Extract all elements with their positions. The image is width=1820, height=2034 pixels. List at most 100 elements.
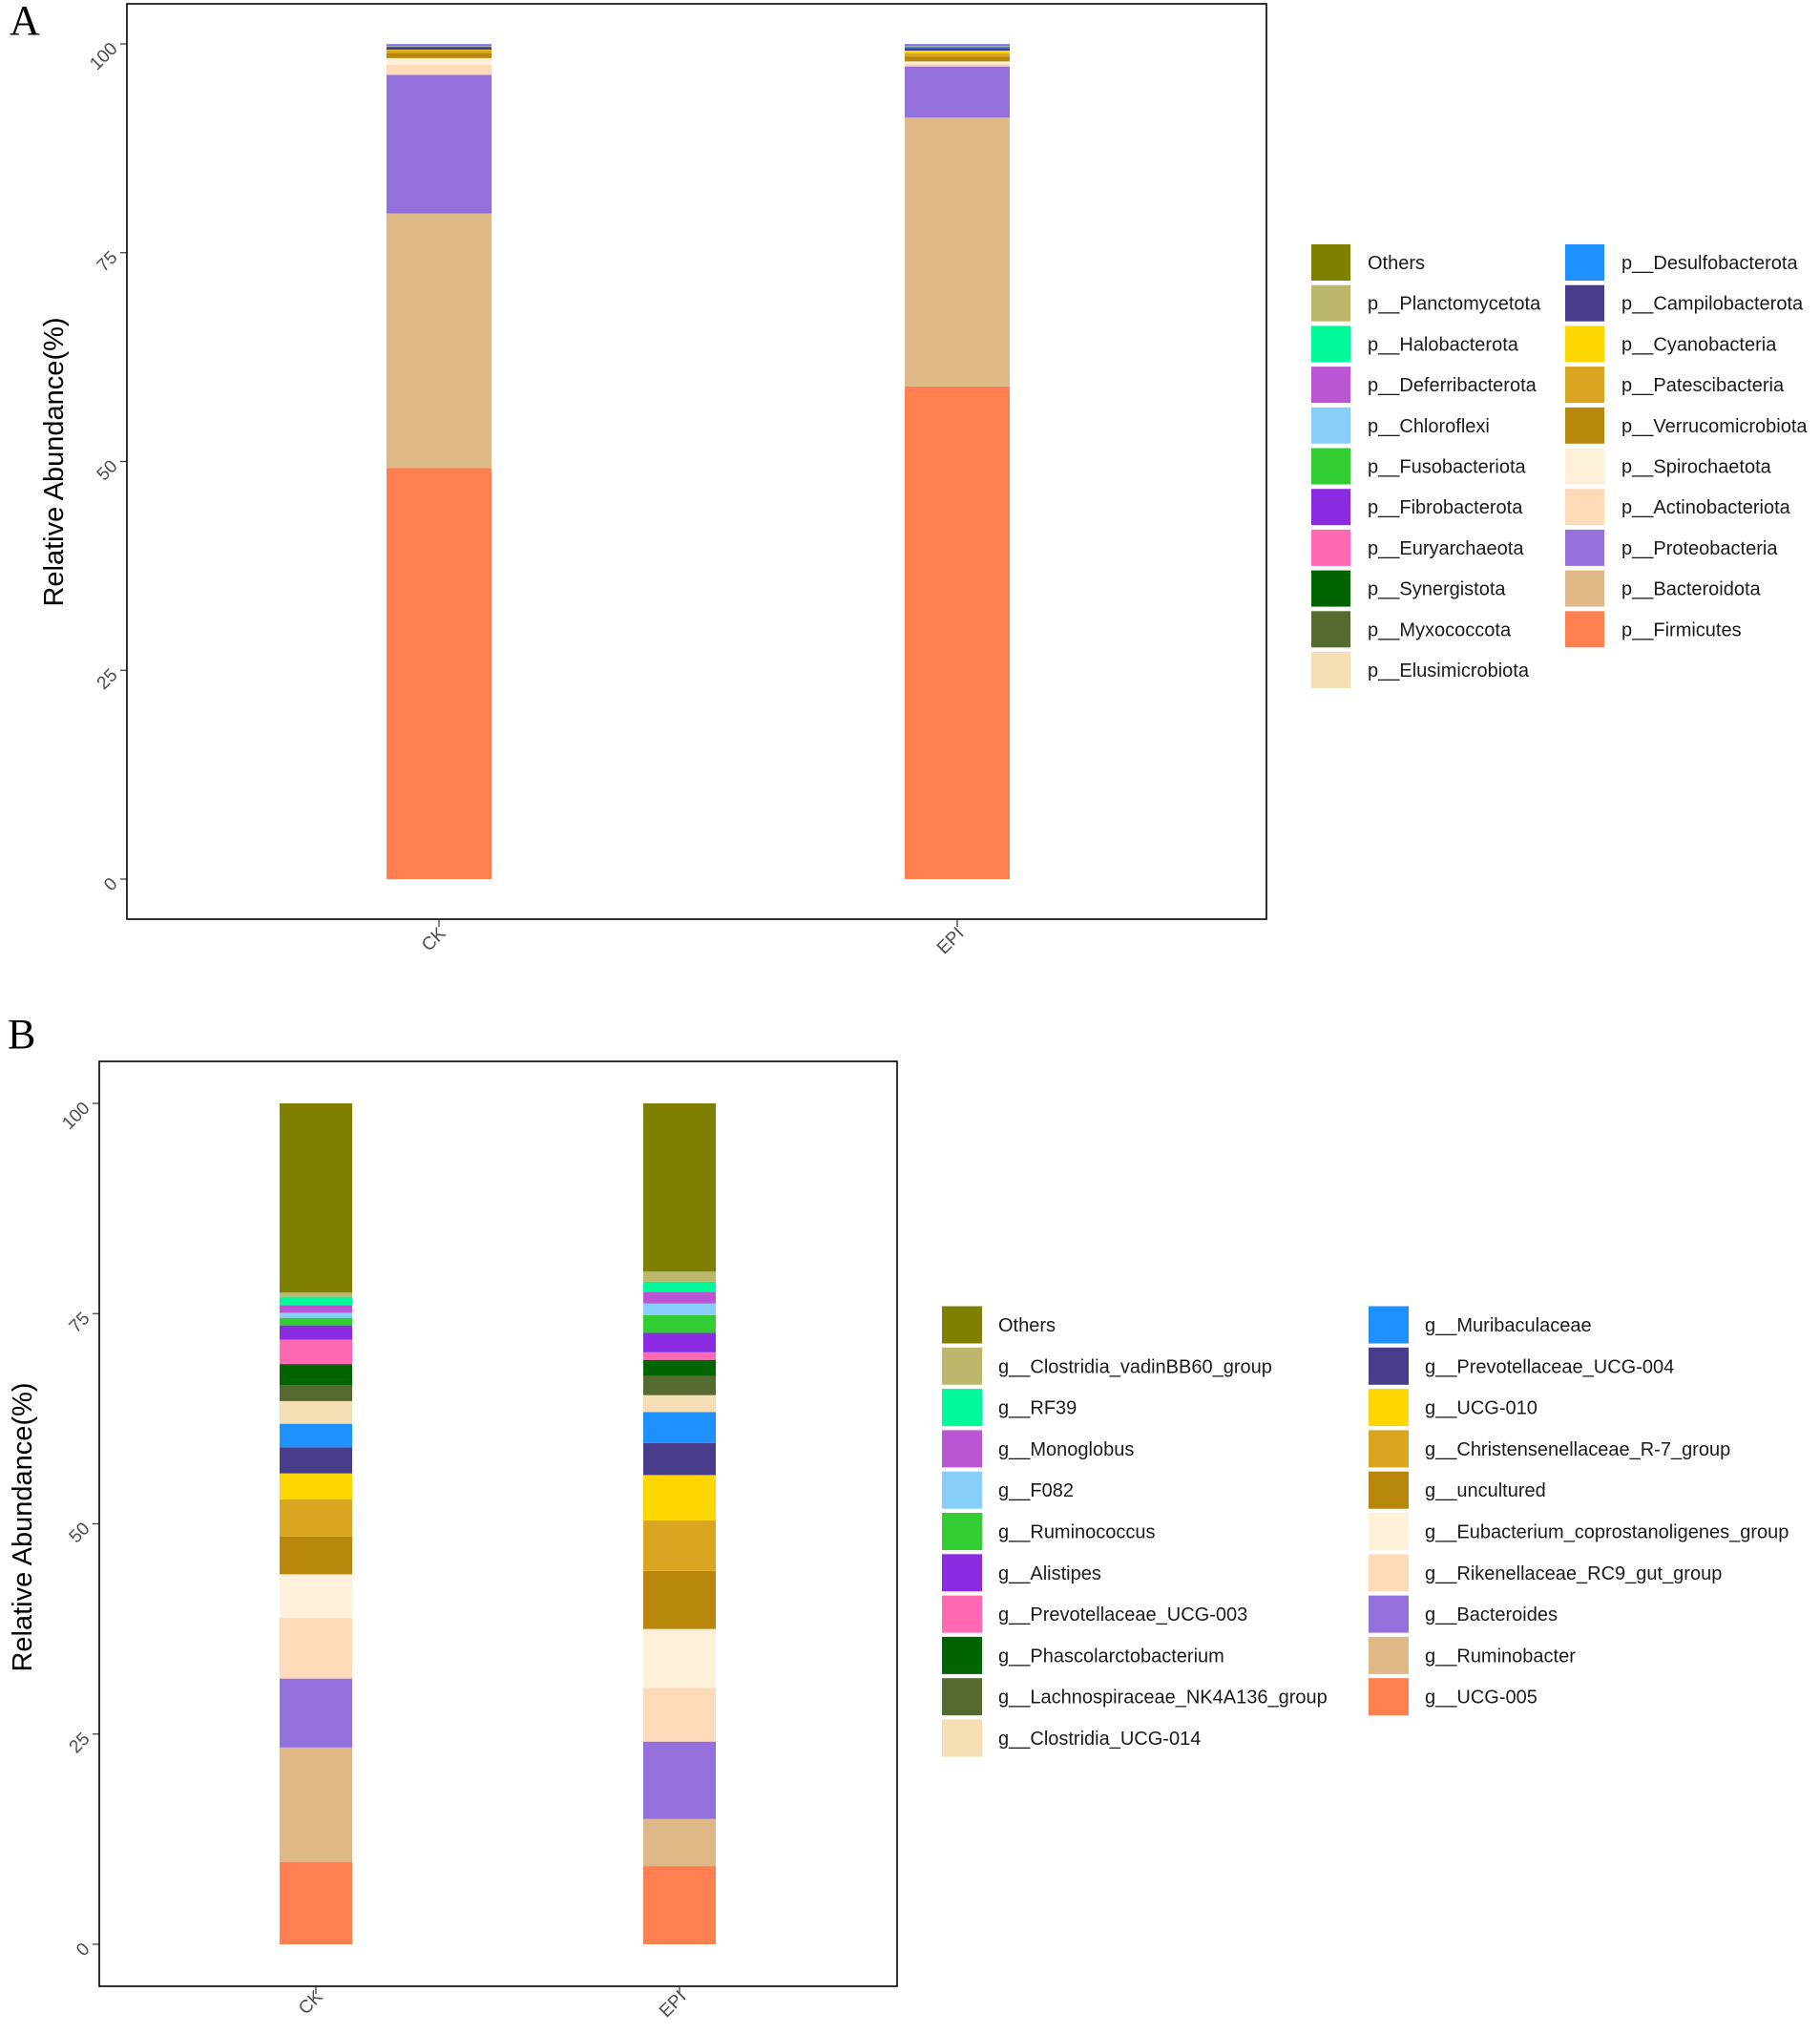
panel-b-legend-item-g-eubacterium-coprostanoligenes-group: g__Eubacterium_coprostanoligenes_group: [1369, 1513, 1789, 1550]
panel-a-bar-ck-p-chloroflexi: [387, 44, 492, 45]
panel-a-bars: [387, 44, 1010, 879]
panel-a-legend-item-p-verrucomicrobiota: p__Verrucomicrobiota: [1565, 407, 1808, 444]
panel-a-legend-item-p-deferribacterota: p__Deferribacterota: [1311, 367, 1538, 404]
panel-a-legend-label: p__Synergistota: [1368, 579, 1506, 600]
panel-b-legend-label: g__Ruminobacter: [1425, 1646, 1576, 1667]
panel-b-bar-ck-g-phascolarctobacterium: [280, 1364, 352, 1386]
panel-a-bar-epi-p-fibrobacterota: [905, 44, 1010, 45]
panel-a-legend-item-p-fibrobacterota: p__Fibrobacterota: [1311, 489, 1523, 526]
panel-a-bar-epi-p-myxococcota: [905, 45, 1010, 47]
panel-a-legend-item-p-campilobacterota: p__Campilobacterota: [1565, 284, 1804, 322]
panel-a-bar-epi-p-actinobacteriota: [905, 64, 1010, 67]
panel-a-legend-label: p__Patescibacteria: [1621, 375, 1785, 396]
panel-a-legend-label: p__Fusobacteriota: [1368, 457, 1527, 478]
panel-b-legend-swatch: [942, 1306, 982, 1344]
panel-a-legend-swatch: [1311, 611, 1350, 648]
panel-b-bar-ck-g-clostridia-ucg-014: [280, 1400, 352, 1424]
panel-b-bar-epi-g-ruminococcus: [643, 1315, 716, 1333]
panel-a-bar-epi-p-verrucomicrobiota: [905, 56, 1010, 62]
panel-b-bar-ck-g-rf39: [280, 1296, 352, 1306]
panel-a-legend-label: p__Myxococcota: [1368, 619, 1512, 640]
panel-b-legend-label: g__Clostridia_vadinBB60_group: [998, 1356, 1272, 1377]
panel-a-legend-label: p__Elusimicrobiota: [1368, 661, 1530, 681]
panel-b-legend-label: g__Ruminococcus: [998, 1522, 1156, 1543]
panel-a-bar-ck-p-verrucomicrobiota: [387, 52, 492, 58]
panel-a-legend-swatch: [1565, 244, 1604, 281]
panel-b-legend-item-others: Others: [942, 1306, 1056, 1344]
panel-b-legend-item-g-ruminobacter: g__Ruminobacter: [1369, 1636, 1576, 1674]
panel-a-bar-epi-p-campilobacterota: [905, 48, 1010, 51]
panel-b-legend-swatch: [942, 1471, 982, 1509]
panel-a-bar-ck-p-myxococcota: [387, 45, 492, 47]
panel-b-bar-ck-g-eubacterium-coprostanoligenes-group: [280, 1574, 352, 1619]
panel-a-bar-ck-p-spirochaetota: [387, 57, 492, 65]
panel-b-legend-swatch: [942, 1719, 982, 1757]
panel-a-legend-swatch: [1565, 325, 1604, 363]
panel-a-legend-swatch: [1565, 367, 1604, 404]
panel-b-bar-ck-g-lachnospiraceae-nk4a136-group: [280, 1385, 352, 1401]
panel-a-legend-label: p__Chloroflexi: [1368, 416, 1490, 437]
panel-b-bar-ck-g-alistipes: [280, 1325, 352, 1340]
panel-a-legend-item-p-chloroflexi: p__Chloroflexi: [1311, 407, 1490, 444]
panel-a-legend-label: p__Spirochaetota: [1621, 457, 1772, 478]
panel-a-legend-swatch: [1311, 244, 1350, 281]
panel-b-legend-swatch: [1369, 1430, 1409, 1468]
panel-b-legend-item-g-ucg-010: g__UCG-010: [1369, 1389, 1538, 1427]
panel-b-legend-swatch: [1369, 1636, 1409, 1674]
panel-b-bar-epi-g-clostridia-vadinbb60-group: [643, 1271, 716, 1282]
panel-a-bar-ck-p-campilobacterota: [387, 47, 492, 51]
panel-a-bar-epi-p-cyanobacteria: [905, 51, 1010, 53]
panel-b-legend-swatch: [1369, 1554, 1409, 1592]
panel-a-bar-epi-p-firmicutes: [905, 386, 1010, 879]
panel-a-legend-item-p-patescibacteria: p__Patescibacteria: [1565, 367, 1785, 404]
panel-a-legend-item-p-actinobacteriota: p__Actinobacteriota: [1565, 489, 1791, 526]
panel-b-plot-frame: [98, 1060, 898, 1987]
panel-b-legend-swatch: [1369, 1306, 1409, 1344]
panel-b-legend-label: g__RF39: [998, 1398, 1077, 1419]
panel-b-bar-epi-g-ruminobacter: [643, 1818, 716, 1867]
panel-b-legend-label: g__Eubacterium_coprostanoligenes_group: [1425, 1522, 1789, 1543]
panel-b-bar-epi-g-eubacterium-coprostanoligenes-group: [643, 1628, 716, 1688]
panel-b-letter: B: [8, 1011, 35, 1058]
panel-a-plot-frame: [126, 3, 1267, 920]
panel-a-legend-swatch: [1311, 652, 1350, 688]
panel-b-bar-epi-g-ucg-005: [643, 1866, 716, 1944]
panel-b-legend-item-g-bacteroides: g__Bacteroides: [1369, 1595, 1558, 1633]
panel-b-legend-swatch: [942, 1595, 982, 1633]
panel-b-legend-label: g__Prevotellaceae_UCG-003: [998, 1604, 1247, 1625]
panel-b-y-axis-title: Relative Abundance(%): [8, 1382, 38, 1671]
panel-b-legend-label: g__uncultured: [1425, 1480, 1546, 1501]
panel-b-bar-ck-others: [280, 1103, 352, 1293]
panel-b-legend-label: g__UCG-010: [1425, 1398, 1538, 1419]
panel-b-legend: Others g__Clostridia_vadinBB60_group g__RF…: [942, 1306, 1789, 1757]
panel-a-legend-swatch: [1565, 611, 1604, 648]
panel-a-bar-ck-p-patescibacteria: [387, 51, 492, 53]
panel-a-bar-ck-p-synergistota: [387, 45, 492, 46]
panel-b-bar-ck-g-ucg-005: [280, 1861, 352, 1944]
panel-b-legend-swatch: [942, 1389, 982, 1427]
panel-b-legend-label: Others: [998, 1315, 1056, 1336]
panel-b-bar-epi-g-muribaculaceae: [643, 1412, 716, 1443]
panel-b-legend-swatch: [1369, 1389, 1409, 1427]
panel-a-legend-label: p__Deferribacterota: [1368, 375, 1538, 396]
panel-a-legend-swatch: [1311, 529, 1350, 566]
panel-a-bar-epi-p-synergistota: [905, 45, 1010, 46]
panel-b-bar-ck-g-ruminococcus: [280, 1317, 352, 1326]
panel-a-legend-swatch: [1565, 407, 1604, 444]
panel-b-bar-epi-g-f082: [643, 1303, 716, 1316]
panel-a-legend-item-p-proteobacteria: p__Proteobacteria: [1565, 529, 1778, 566]
panel-a-legend-label: p__Campilobacterota: [1621, 294, 1804, 315]
panel-a-legend-label: Others: [1368, 253, 1425, 274]
panel-b-legend-swatch: [1369, 1347, 1409, 1385]
panel-a-bar-epi-p-proteobacteria: [905, 66, 1010, 117]
panel-a-legend-label: p__Cyanobacteria: [1621, 334, 1777, 355]
panel-b-bar-epi-g-christensenellaceae-r-7-group: [643, 1520, 716, 1571]
panel-a-legend-label: p__Verrucomicrobiota: [1621, 416, 1808, 437]
panel-b-bar-ck-g-uncultured: [280, 1536, 352, 1575]
panel-b-bar-epi-g-prevotellaceae-ucg-003: [643, 1352, 716, 1360]
panel-a-legend-item-p-desulfobacterota: p__Desulfobacterota: [1565, 244, 1798, 281]
panel-b-legend-swatch: [942, 1513, 982, 1550]
panel-a-legend-item-p-synergistota: p__Synergistota: [1311, 570, 1506, 607]
